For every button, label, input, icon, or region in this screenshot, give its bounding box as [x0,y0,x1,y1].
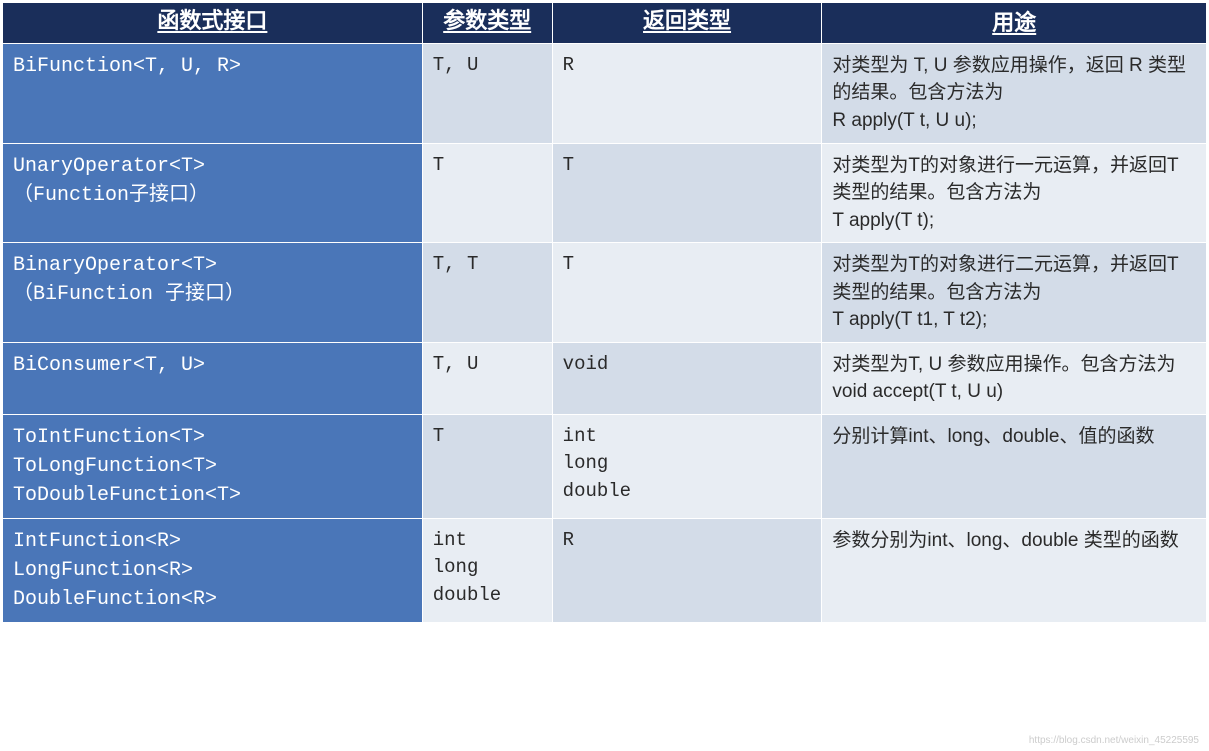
cell-return: R [552,518,822,622]
cell-param: T, U [422,43,552,143]
table-row: BiConsumer<T, U> T, U void 对类型为T, U 参数应用… [3,342,1207,414]
cell-return: T [552,143,822,243]
table-row: UnaryOperator<T>（Function子接口） T T 对类型为T的… [3,143,1207,243]
cell-interface: BiConsumer<T, U> [3,342,423,414]
cell-interface: ToIntFunction<T>ToLongFunction<T>ToDoubl… [3,414,423,518]
cell-desc: 对类型为T, U 参数应用操作。包含方法为void accept(T t, U … [822,342,1207,414]
cell-param: T, U [422,342,552,414]
cell-param: intlongdouble [422,518,552,622]
cell-desc: 分别计算int、long、double、值的函数 [822,414,1207,518]
cell-return: intlongdouble [552,414,822,518]
cell-return: T [552,243,822,343]
cell-interface: IntFunction<R>LongFunction<R>DoubleFunct… [3,518,423,622]
cell-param: T [422,143,552,243]
header-interface: 函数式接口 [3,3,423,44]
cell-param: T [422,414,552,518]
table-row: IntFunction<R>LongFunction<R>DoubleFunct… [3,518,1207,622]
cell-desc: 对类型为 T, U 参数应用操作，返回 R 类型的结果。包含方法为R apply… [822,43,1207,143]
table-row: BiFunction<T, U, R> T, U R 对类型为 T, U 参数应… [3,43,1207,143]
cell-return: void [552,342,822,414]
cell-interface: BinaryOperator<T>（BiFunction 子接口） [3,243,423,343]
cell-return: R [552,43,822,143]
table-header-row: 函数式接口 参数类型 返回类型 用途 [3,3,1207,44]
header-param: 参数类型 [422,3,552,44]
cell-interface: BiFunction<T, U, R> [3,43,423,143]
watermark-text: https://blog.csdn.net/weixin_45225595 [1029,735,1199,746]
cell-desc: 对类型为T的对象进行一元运算，并返回T类型的结果。包含方法为T apply(T … [822,143,1207,243]
cell-desc: 对类型为T的对象进行二元运算，并返回T类型的结果。包含方法为T apply(T … [822,243,1207,343]
table-row: ToIntFunction<T>ToLongFunction<T>ToDoubl… [3,414,1207,518]
table-row: BinaryOperator<T>（BiFunction 子接口） T, T T… [3,243,1207,343]
cell-desc: 参数分别为int、long、double 类型的函数 [822,518,1207,622]
function-interface-table: 函数式接口 参数类型 返回类型 用途 BiFunction<T, U, R> T… [2,2,1207,623]
cell-param: T, T [422,243,552,343]
header-desc: 用途 [822,3,1207,44]
header-return: 返回类型 [552,3,822,44]
cell-interface: UnaryOperator<T>（Function子接口） [3,143,423,243]
